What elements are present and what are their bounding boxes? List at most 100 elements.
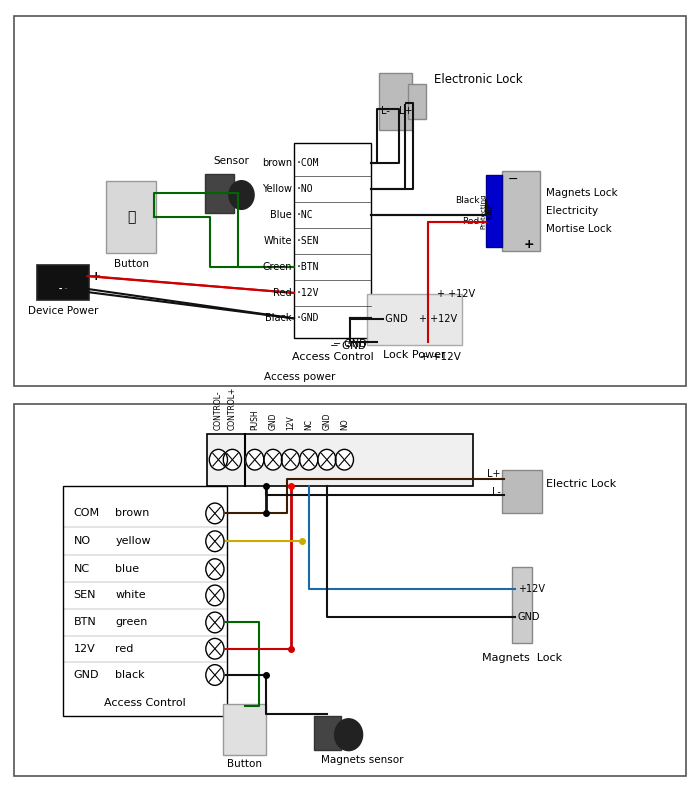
- Circle shape: [281, 449, 300, 470]
- Text: green: green: [116, 618, 148, 627]
- Text: NO: NO: [74, 537, 90, 546]
- Text: Sensor: Sensor: [214, 155, 249, 166]
- FancyBboxPatch shape: [37, 265, 89, 300]
- Text: black: black: [116, 670, 145, 680]
- Circle shape: [229, 181, 254, 209]
- Text: Mortise Lock: Mortise Lock: [546, 224, 612, 234]
- Text: GND: GND: [74, 670, 99, 680]
- Circle shape: [246, 449, 264, 470]
- Text: −: −: [57, 283, 69, 295]
- Text: Magnets  Lock: Magnets Lock: [482, 653, 562, 663]
- Text: White: White: [263, 236, 292, 246]
- Bar: [63, 486, 228, 716]
- Text: Green: Green: [262, 262, 292, 271]
- Text: SEN: SEN: [74, 591, 96, 600]
- Text: NO: NO: [340, 418, 349, 430]
- FancyBboxPatch shape: [502, 470, 542, 513]
- Text: − GND: − GND: [333, 339, 367, 349]
- Text: Electronic Lock: Electronic Lock: [434, 73, 523, 86]
- Circle shape: [223, 449, 242, 470]
- Text: ·NC: ·NC: [295, 210, 313, 220]
- Circle shape: [335, 719, 363, 751]
- Text: brown: brown: [116, 509, 150, 518]
- Circle shape: [206, 612, 224, 633]
- Circle shape: [335, 449, 354, 470]
- Text: Red: Red: [273, 288, 292, 298]
- Text: ·NO: ·NO: [295, 185, 313, 194]
- FancyBboxPatch shape: [379, 73, 412, 130]
- Text: CONTROL+: CONTROL+: [228, 387, 237, 430]
- Text: GND: GND: [323, 412, 331, 430]
- Text: Device Power: Device Power: [28, 306, 98, 317]
- Circle shape: [206, 638, 224, 659]
- Circle shape: [318, 449, 336, 470]
- Circle shape: [206, 585, 224, 606]
- FancyBboxPatch shape: [314, 716, 341, 750]
- Text: +: +: [524, 238, 534, 251]
- Text: Access power: Access power: [264, 372, 335, 382]
- Circle shape: [209, 449, 228, 470]
- Text: 🔑: 🔑: [127, 210, 135, 224]
- Text: CONTROL-: CONTROL-: [214, 390, 223, 430]
- Text: Lock Power: Lock Power: [383, 350, 446, 361]
- Text: NC: NC: [74, 564, 90, 574]
- Text: Electric Lock: Electric Lock: [546, 479, 616, 489]
- Text: L-: L-: [491, 487, 500, 497]
- FancyBboxPatch shape: [223, 704, 266, 755]
- Text: Yellow: Yellow: [262, 185, 292, 194]
- Text: Button: Button: [228, 759, 262, 769]
- Text: ·12V: ·12V: [295, 288, 319, 298]
- Bar: [294, 143, 371, 338]
- FancyBboxPatch shape: [367, 294, 462, 345]
- Text: L+: L+: [487, 470, 500, 479]
- Circle shape: [300, 449, 318, 470]
- Text: Black: Black: [455, 196, 480, 205]
- Text: Magnets sensor: Magnets sensor: [321, 755, 404, 765]
- Text: Electricity: Electricity: [546, 206, 598, 216]
- Text: − GND: − GND: [330, 341, 366, 352]
- Text: ·SEN: ·SEN: [295, 236, 319, 246]
- Text: GND: GND: [269, 412, 277, 430]
- FancyBboxPatch shape: [512, 567, 532, 643]
- Text: blue: blue: [116, 564, 139, 574]
- Circle shape: [206, 559, 224, 579]
- Text: red: red: [116, 644, 134, 654]
- Text: ·BTN: ·BTN: [295, 262, 319, 271]
- Text: BTN: BTN: [74, 618, 97, 627]
- Text: PUSH: PUSH: [251, 409, 259, 430]
- Text: Access Control: Access Control: [104, 698, 186, 708]
- Text: + +12V: + +12V: [419, 314, 457, 324]
- Bar: [206, 434, 473, 486]
- Text: 12V: 12V: [286, 415, 295, 430]
- Circle shape: [264, 449, 282, 470]
- Text: ·GND: ·GND: [295, 314, 319, 323]
- Text: 12V: 12V: [74, 644, 95, 654]
- Circle shape: [206, 503, 224, 524]
- Text: ·COM: ·COM: [295, 158, 319, 168]
- Text: + +12V: + +12V: [437, 289, 475, 299]
- Text: Magnets Lock: Magnets Lock: [546, 188, 617, 198]
- Bar: [14, 16, 686, 386]
- Bar: [14, 404, 686, 776]
- Circle shape: [206, 531, 224, 552]
- Text: Protecting
tube: Protecting tube: [481, 193, 493, 228]
- Text: yellow: yellow: [116, 537, 151, 546]
- Circle shape: [206, 665, 224, 685]
- Text: −: −: [508, 173, 519, 185]
- Text: − GND: − GND: [374, 314, 408, 324]
- Text: white: white: [116, 591, 146, 600]
- FancyBboxPatch shape: [106, 181, 156, 253]
- Text: GND: GND: [518, 612, 540, 622]
- Bar: [486, 175, 502, 247]
- Text: + +12V: + +12V: [420, 352, 461, 362]
- Text: Button: Button: [113, 259, 148, 269]
- Text: Access Control: Access Control: [292, 352, 373, 362]
- Text: L-: L-: [381, 107, 389, 116]
- Text: COM: COM: [74, 509, 99, 518]
- Text: Red: Red: [462, 217, 480, 226]
- Text: +12V: +12V: [518, 584, 545, 594]
- Text: L+: L+: [399, 107, 413, 116]
- Text: brown: brown: [262, 158, 292, 168]
- Text: NC: NC: [304, 419, 313, 430]
- Text: Blue: Blue: [270, 210, 292, 220]
